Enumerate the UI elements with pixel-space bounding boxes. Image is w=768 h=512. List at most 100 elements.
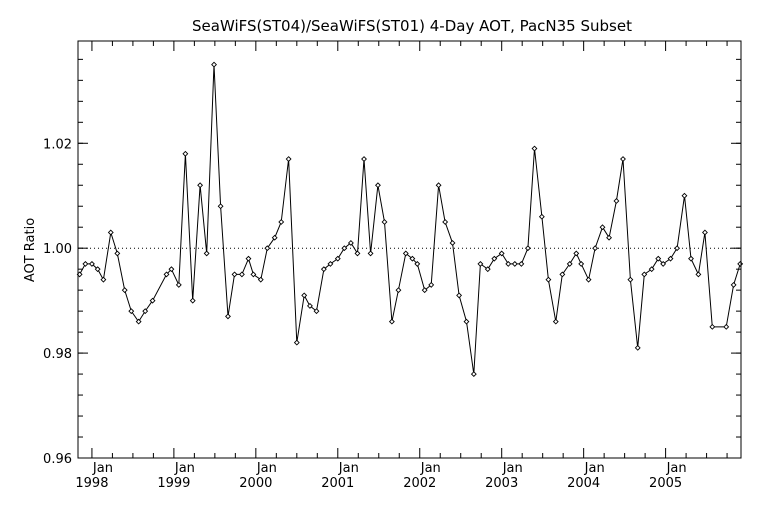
x-tick-month-label: Jan: [584, 461, 605, 476]
series-line: [79, 64, 741, 375]
data-point: [211, 61, 217, 68]
data-point: [456, 292, 463, 299]
x-tick-month-label: Jan: [666, 461, 687, 476]
x-tick-year-label: 2002: [403, 476, 436, 491]
data-point: [121, 287, 128, 294]
data-point: [667, 255, 674, 262]
x-tick-month-label: Jan: [338, 461, 359, 476]
data-point: [94, 266, 101, 273]
x-tick-month-label: Jan: [92, 461, 113, 476]
plot-frame: [77, 40, 742, 459]
data-point: [182, 150, 189, 157]
data-point: [421, 287, 428, 294]
data-point: [354, 250, 361, 257]
data-point: [409, 255, 416, 262]
data-point: [301, 292, 308, 299]
data-point: [606, 234, 612, 241]
x-tick-year-label: 2004: [567, 476, 600, 491]
data-point: [674, 245, 681, 252]
data-point: [477, 260, 484, 267]
data-point: [135, 318, 142, 325]
data-point: [723, 323, 730, 330]
data-point: [627, 276, 634, 283]
x-tick-year-label: 2005: [649, 476, 682, 491]
data-point: [100, 276, 107, 283]
x-tick-year-label: 2003: [485, 476, 518, 491]
data-point: [381, 219, 388, 225]
x-tick-year-label: 2000: [239, 476, 272, 491]
data-point: [334, 255, 341, 262]
data-point: [648, 266, 655, 273]
data-point: [573, 250, 580, 257]
data-point: [257, 276, 264, 283]
data-point: [449, 240, 456, 246]
data-point: [250, 271, 257, 278]
data-point: [730, 281, 737, 288]
data-point: [524, 245, 531, 252]
data-point: [163, 271, 170, 278]
data-point: [347, 240, 354, 246]
x-tick-year-label: 1999: [157, 476, 190, 491]
data-point: [278, 219, 285, 225]
data-point: [688, 255, 694, 262]
data-point: [599, 224, 606, 231]
data-point: [264, 245, 271, 252]
x-tick-month-label: Jan: [420, 461, 441, 476]
data-point: [592, 245, 599, 252]
data-point: [306, 302, 313, 309]
data-point: [245, 255, 252, 262]
data-point: [463, 318, 470, 325]
data-point: [293, 339, 300, 346]
data-point: [189, 297, 196, 304]
data-point: [470, 371, 477, 378]
chart-title: SeaWiFS(ST04)/SeaWiFS(ST01) 4-Day AOT, P…: [192, 17, 632, 35]
x-tick-year-label: 2001: [321, 476, 354, 491]
data-point: [175, 281, 182, 288]
data-point: [585, 276, 592, 283]
data-point: [545, 276, 552, 283]
y-axis-label: AOT Ratio: [23, 218, 38, 282]
data-point: [88, 260, 95, 267]
data-point: [484, 266, 491, 273]
data-point: [655, 255, 662, 262]
data-point: [491, 255, 498, 262]
data-point: [395, 287, 402, 294]
data-point: [320, 266, 327, 273]
data-point: [613, 198, 620, 204]
data-point: [428, 281, 435, 288]
data-point: [435, 182, 442, 189]
data-point: [197, 182, 204, 189]
data-point: [231, 271, 238, 278]
y-tick-label: 0.98: [43, 347, 72, 362]
x-tick-year-label: 1998: [75, 476, 108, 491]
data-point: [82, 260, 89, 267]
data-point: [531, 145, 538, 152]
data-point: [114, 250, 121, 257]
data-point: [271, 234, 278, 241]
data-point: [566, 260, 573, 267]
data-point: [203, 250, 210, 257]
data-point: [414, 260, 421, 267]
y-tick-label: 1.00: [43, 242, 72, 257]
data-point: [552, 318, 559, 325]
data-point: [559, 271, 566, 278]
data-point: [327, 260, 334, 267]
data-point: [402, 250, 409, 257]
data-point: [641, 271, 648, 278]
data-point: [538, 213, 545, 220]
data-point: [695, 271, 702, 278]
data-point: [142, 308, 149, 315]
data-point: [128, 308, 135, 315]
data-point: [511, 260, 518, 267]
data-point: [518, 260, 525, 267]
data-point: [620, 156, 626, 162]
data-point: [361, 156, 367, 162]
x-tick-month-label: Jan: [256, 461, 277, 476]
data-point: [225, 313, 231, 320]
y-tick-label: 1.02: [43, 137, 72, 152]
series-layer: [76, 61, 744, 378]
x-tick-month-label: Jan: [174, 461, 195, 476]
data-point: [578, 260, 585, 267]
